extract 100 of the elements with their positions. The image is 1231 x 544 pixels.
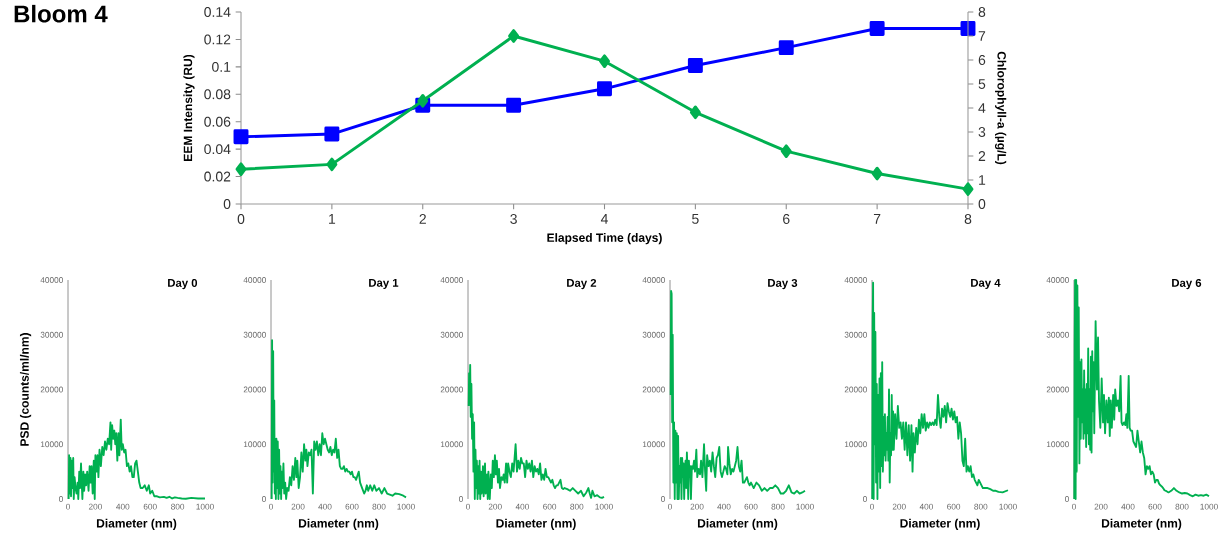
y-tick-label: 0.1: [212, 61, 231, 72]
y-tick-label: 0: [863, 496, 867, 502]
point: [780, 144, 792, 159]
x-tick-label: 800: [974, 503, 988, 510]
y-tick-label: 20000: [243, 386, 266, 393]
point: [235, 162, 247, 177]
y2-axis-title: Chlorophyll-a (µg/L): [994, 51, 1007, 165]
x-axis-title: Diameter (nm): [1101, 518, 1182, 530]
x-axis-title: Diameter (nm): [496, 518, 576, 530]
x-tick-label: 0: [66, 503, 70, 510]
y-tick-label: 10000: [40, 441, 63, 448]
x-tick-label: 1: [329, 214, 336, 224]
x-axis-title: Diameter (nm): [96, 518, 177, 530]
y-tick-label: 0.06: [204, 116, 231, 127]
x-tick-label: 400: [515, 503, 529, 510]
x-tick-label: 200: [1094, 503, 1108, 510]
y-tick-label: 0: [459, 496, 463, 502]
x-tick-label: 600: [543, 503, 557, 510]
y-tick-label: 10000: [440, 441, 463, 448]
x-tick-label: 1000: [999, 503, 1017, 510]
point: [417, 94, 429, 108]
chart-title: Day 2: [567, 278, 597, 290]
x-axis-title: Elapsed Time (days): [547, 233, 662, 245]
y-tick-label: 10000: [844, 441, 867, 448]
point: [871, 166, 883, 181]
y2-tick-label: 5: [978, 79, 986, 89]
point: [233, 129, 249, 145]
chart-title: Bloom 4: [14, 4, 108, 23]
chart-title: Day 0: [168, 278, 198, 290]
y2-tick-label: 1: [979, 175, 986, 185]
x-tick-label: 0: [269, 503, 273, 510]
y2-tick-label: 3: [978, 127, 986, 137]
y-axis-title: EEM Intensity (RU): [183, 54, 195, 161]
x-axis-title: Diameter (nm): [298, 518, 379, 530]
point: [778, 40, 794, 56]
y-tick-label: 20000: [642, 386, 665, 393]
chart-title: Day 6: [1172, 278, 1202, 290]
y2-tick-label: 2: [978, 151, 986, 161]
point: [508, 29, 520, 43]
x-tick-label: 1000: [595, 503, 613, 510]
x-tick-label: 200: [488, 503, 502, 510]
y-tick-label: 0.12: [204, 34, 231, 45]
x-tick-label: 600: [947, 503, 961, 510]
y-tick-label: 40000: [844, 277, 867, 283]
y-tick-label: 30000: [243, 331, 266, 338]
x-tick-label: 8: [964, 214, 972, 224]
x-tick-label: 800: [372, 503, 386, 510]
y2-tick-label: 7: [978, 31, 986, 41]
x-tick-label: 1000: [397, 503, 415, 510]
y-tick-label: 30000: [642, 331, 665, 338]
y-tick-label: 0.08: [204, 89, 231, 100]
x-tick-label: 1000: [196, 503, 214, 510]
y-tick-label: 40000: [440, 277, 463, 283]
x-tick-label: 800: [771, 503, 785, 510]
line-series: [669, 290, 806, 500]
x-tick-label: 200: [690, 503, 704, 510]
x-axis-title: Diameter (nm): [697, 518, 778, 530]
x-tick-label: 1000: [1200, 503, 1218, 510]
y-tick-label: 0.02: [204, 171, 231, 182]
x-tick-label: 4: [600, 214, 608, 224]
point: [689, 105, 701, 120]
y2-tick-label: 6: [978, 55, 986, 65]
y-tick-label: 20000: [440, 386, 463, 393]
y-tick-label: 40000: [243, 277, 266, 283]
x-tick-label: 6: [783, 214, 790, 224]
x-tick-label: 800: [570, 503, 584, 510]
y-tick-label: 40000: [40, 277, 63, 283]
y2-tick-label: 0: [978, 199, 986, 209]
x-tick-label: 600: [143, 503, 157, 510]
line-series: [67, 418, 206, 500]
point: [506, 97, 522, 113]
y-axis-title: PSD (counts/ml/nm): [19, 333, 32, 446]
line-series: [1073, 279, 1210, 500]
x-tick-label: 0: [466, 503, 470, 510]
point: [326, 157, 338, 172]
y-tick-label: 0: [262, 496, 266, 502]
x-tick-label: 200: [291, 503, 305, 510]
x-tick-label: 200: [88, 503, 102, 510]
y-tick-label: 0.14: [204, 7, 231, 17]
chart-title: Day 3: [768, 278, 798, 290]
x-tick-label: 1000: [796, 503, 814, 510]
x-tick-label: 0: [870, 503, 874, 510]
x-tick-label: 600: [345, 503, 359, 510]
x-tick-label: 7: [873, 214, 881, 224]
x-tick-label: 3: [510, 214, 517, 224]
point: [962, 182, 974, 196]
line-series: [467, 363, 605, 500]
y-tick-label: 30000: [1046, 331, 1069, 338]
x-tick-label: 0: [1072, 503, 1076, 510]
x-tick-label: 200: [892, 503, 906, 510]
y-tick-label: 30000: [440, 331, 463, 338]
x-tick-label: 400: [717, 503, 731, 510]
x-tick-label: 600: [744, 503, 758, 510]
x-tick-label: 400: [318, 503, 332, 510]
y-tick-label: 10000: [642, 441, 665, 448]
y-tick-label: 20000: [844, 386, 867, 393]
x-tick-label: 400: [919, 503, 933, 510]
y-tick-label: 10000: [1046, 441, 1069, 448]
line-series: [270, 339, 407, 500]
y-tick-label: 0.04: [204, 144, 231, 155]
